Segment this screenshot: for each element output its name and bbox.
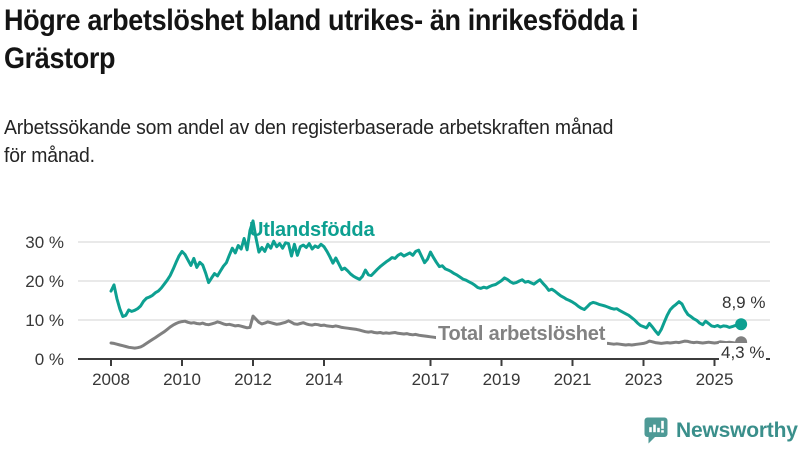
x-tick-label: 2010: [163, 370, 201, 389]
end-dot-utlandsfodda: [735, 318, 748, 331]
newsworthy-wordmark: Newsworthy: [676, 418, 798, 442]
end-value-total: 4,3 %: [719, 343, 767, 363]
x-tick-label: 2023: [625, 370, 663, 389]
x-tick-label: 2019: [483, 370, 521, 389]
x-tick-label: 2017: [412, 370, 450, 389]
x-tick-label: 2025: [696, 370, 734, 389]
y-tick-label: 20 %: [25, 272, 64, 291]
chart-subtitle: Arbetssökande som andel av den registerb…: [4, 117, 614, 167]
series-line-total: [109, 314, 743, 350]
newsworthy-logo: Newsworthy: [644, 417, 798, 444]
series-label-total: Total arbetslöshet: [436, 323, 608, 346]
x-tick-label: 2008: [92, 370, 130, 389]
x-tick-label: 2014: [305, 370, 343, 389]
y-tick-label: 30 %: [25, 233, 64, 252]
series-label-utlandsfodda: Utlandsfödda: [249, 219, 375, 241]
x-tick-label: 2012: [234, 370, 272, 389]
y-tick-label: 0 %: [35, 350, 64, 369]
x-tick-label: 2021: [554, 370, 592, 389]
end-value-utlandsfodda: 8,9 %: [722, 293, 766, 312]
chart-title: Högre arbetslöshet bland utrikes- än inr…: [4, 4, 639, 75]
series-line-utlandsfodda: [109, 219, 743, 336]
newsworthy-icon: [644, 417, 668, 444]
y-tick-label: 10 %: [25, 311, 64, 330]
